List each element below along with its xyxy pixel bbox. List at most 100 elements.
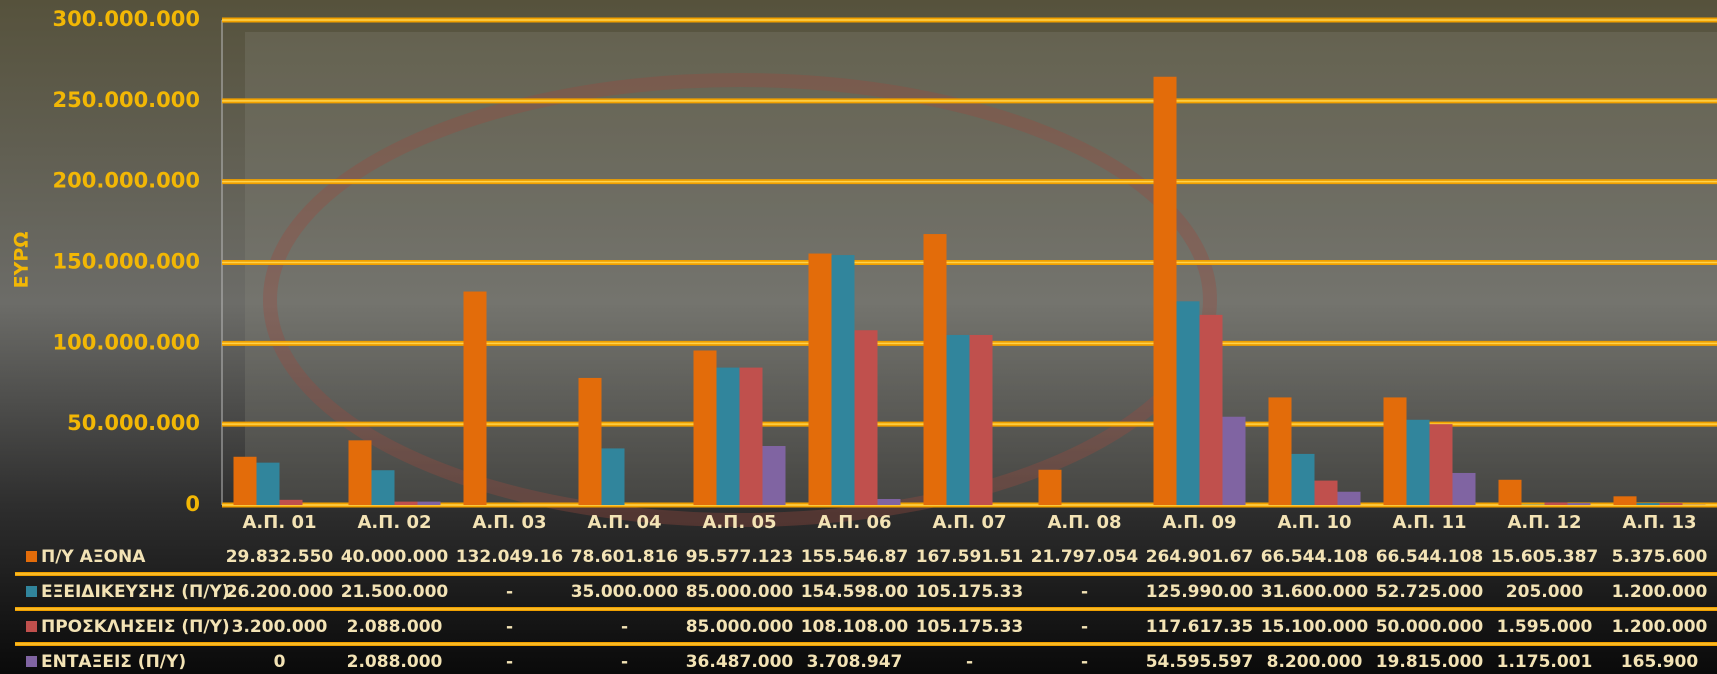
table-cell: -: [621, 617, 628, 637]
table-cell: 15.100.000: [1261, 617, 1369, 637]
table-cell: 35.000.000: [571, 582, 679, 602]
bar: [1453, 473, 1476, 505]
bar: [1269, 397, 1292, 505]
table-cell: 0: [274, 652, 286, 672]
y-tick-label: 200.000.000: [53, 169, 200, 193]
legend-label: ΕΞΕΙΔΙΚΕΥΣΗΣ (Π/Υ): [41, 582, 230, 602]
bar: [947, 335, 970, 505]
y-tick-label: 50.000.000: [67, 411, 200, 435]
table-cell: 29.832.550: [226, 547, 334, 567]
x-tick-label: Α.Π. 05: [703, 512, 777, 533]
table-cell: 95.577.123: [686, 547, 794, 567]
bar: [1614, 496, 1637, 505]
table-cell: 5.375.600: [1612, 547, 1708, 567]
x-tick-label: Α.Π. 07: [933, 512, 1007, 533]
table-cell: 21.500.000: [341, 582, 449, 602]
bar: [809, 254, 832, 505]
table-cell: -: [506, 582, 513, 602]
bar: [579, 378, 602, 505]
bar: [1407, 420, 1430, 505]
bar: [694, 350, 717, 505]
bar: [1637, 503, 1660, 505]
bar: [1039, 470, 1062, 505]
bar: [1568, 503, 1591, 505]
bar: [602, 448, 625, 505]
table-cell: 3.708.947: [807, 652, 903, 672]
legend-swatch: [26, 586, 37, 597]
table-cell: 1.200.000: [1612, 582, 1708, 602]
table-cell: -: [621, 652, 628, 672]
bar: [464, 292, 487, 505]
table-cell: 108.108.00: [801, 617, 909, 637]
table-cell: 21.797.054: [1031, 547, 1139, 567]
x-tick-label: Α.Π. 04: [588, 512, 662, 533]
bar: [257, 463, 280, 505]
bar: [372, 470, 395, 505]
table-cell: 66.544.108: [1376, 547, 1484, 567]
table-cell: 2.088.000: [347, 652, 443, 672]
y-tick-label: 250.000.000: [53, 88, 200, 112]
bar: [1499, 480, 1522, 505]
bar: [832, 255, 855, 505]
bar: [763, 446, 786, 505]
bar: [855, 330, 878, 505]
table-cell: 205.000: [1506, 582, 1584, 602]
table-cell: 8.200.000: [1267, 652, 1363, 672]
x-tick-label: Α.Π. 10: [1278, 512, 1352, 533]
bar: [1660, 503, 1683, 505]
table-cell: 36.487.000: [686, 652, 794, 672]
page: ΕΥΡΩ 0 50.000.000 100.000.000 150.000.000 20…: [0, 0, 1717, 674]
bar: [717, 368, 740, 505]
legend-label: Π/Υ ΑΞΟΝΑ: [41, 547, 146, 567]
table-cell: -: [1081, 582, 1088, 602]
x-tick-label: Α.Π. 11: [1393, 512, 1467, 533]
table-cell: 264.901.67: [1146, 547, 1254, 567]
table-cell: 54.595.597: [1146, 652, 1254, 672]
table-cell: -: [506, 652, 513, 672]
bar: [1315, 481, 1338, 505]
x-tick-label: Α.Π. 13: [1623, 512, 1697, 533]
bar: [1223, 417, 1246, 505]
table-cell: -: [1081, 617, 1088, 637]
bar: [234, 457, 257, 505]
bar: [418, 502, 441, 505]
table-cell: 154.598.00: [801, 582, 909, 602]
legend-swatch: [26, 551, 37, 562]
bar: [395, 502, 418, 505]
x-tick-label: Α.Π. 02: [358, 512, 432, 533]
bar: [1338, 492, 1361, 505]
table-cell: 125.990.00: [1146, 582, 1254, 602]
legend-swatch: [26, 656, 37, 667]
x-tick-label: Α.Π. 06: [818, 512, 892, 533]
x-tick-label: Α.Π. 03: [473, 512, 547, 533]
table-cell: 132.049.16: [456, 547, 564, 567]
table-cell: 85.000.000: [686, 617, 794, 637]
table-cell: 31.600.000: [1261, 582, 1369, 602]
bar: [924, 234, 947, 505]
y-tick-label: 100.000.000: [53, 330, 200, 354]
y-tick-label: 150.000.000: [53, 250, 200, 274]
bar: [349, 440, 372, 505]
table-cell: 2.088.000: [347, 617, 443, 637]
table-cell: -: [506, 617, 513, 637]
bar: [970, 335, 993, 505]
bar: [1154, 77, 1177, 505]
y-tick-label: 0: [185, 492, 200, 516]
table-cell: -: [966, 652, 973, 672]
table-cell: 50.000.000: [1376, 617, 1484, 637]
table-cell: 105.175.33: [916, 617, 1024, 637]
x-tick-label: Α.Π. 12: [1508, 512, 1582, 533]
y-axis-title: ΕΥΡΩ: [11, 232, 33, 289]
bar: [1384, 397, 1407, 505]
table-cell: -: [1081, 652, 1088, 672]
y-tick-label: 300.000.000: [53, 7, 200, 31]
x-tick-label: Α.Π. 09: [1163, 512, 1237, 533]
bar: [1545, 502, 1568, 505]
table-cell: 1.595.000: [1497, 617, 1593, 637]
table-cell: 52.725.000: [1376, 582, 1484, 602]
bar: [1200, 315, 1223, 505]
table-cell: 40.000.000: [341, 547, 449, 567]
table-cell: 3.200.000: [232, 617, 328, 637]
table-cell: 85.000.000: [686, 582, 794, 602]
table-cell: 66.544.108: [1261, 547, 1369, 567]
